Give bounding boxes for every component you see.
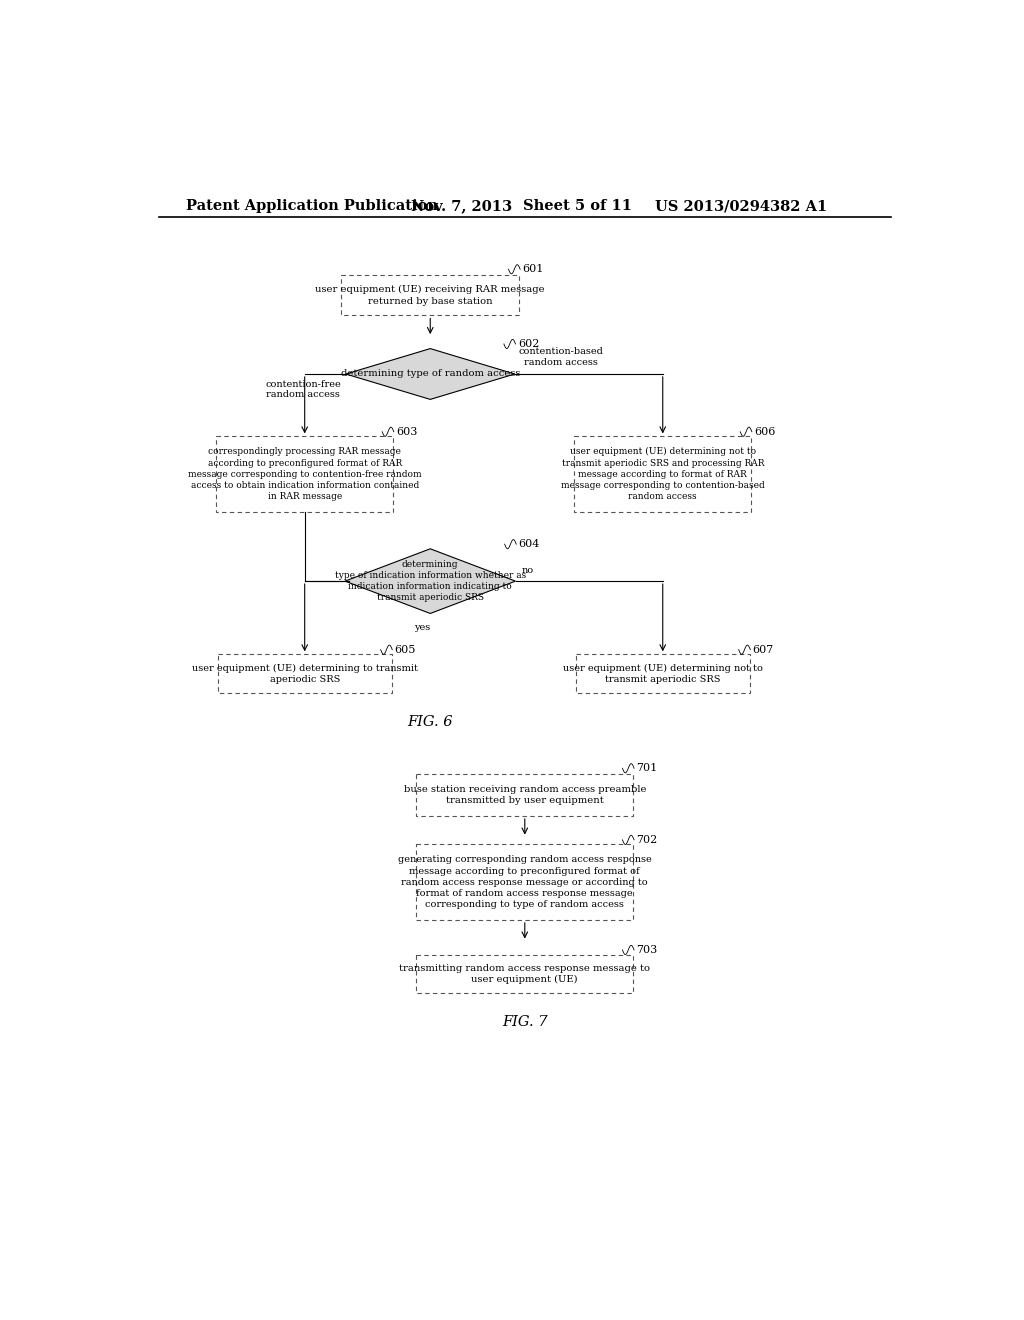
Text: determining
type of indication information whether as
indication information ind: determining type of indication informati… — [335, 560, 526, 602]
Text: determining type of random access: determining type of random access — [341, 370, 520, 379]
Text: user equipment (UE) determining not to
transmit aperiodic SRS: user equipment (UE) determining not to t… — [563, 664, 763, 684]
Text: 703: 703 — [636, 945, 657, 954]
Text: 603: 603 — [396, 426, 418, 437]
Bar — [574, 437, 751, 512]
Text: 702: 702 — [636, 834, 657, 845]
Text: Patent Application Publication: Patent Application Publication — [186, 199, 438, 213]
Text: yes: yes — [415, 623, 431, 632]
Bar — [575, 655, 750, 693]
Text: 607: 607 — [753, 644, 774, 655]
Text: FIG. 7: FIG. 7 — [502, 1015, 548, 1030]
Text: 602: 602 — [518, 339, 540, 348]
Text: user equipment (UE) receiving RAR message
returned by base station: user equipment (UE) receiving RAR messag… — [315, 285, 545, 305]
Text: contention-based
random access: contention-based random access — [519, 347, 604, 367]
Text: contention-free
random access: contention-free random access — [265, 380, 341, 399]
Bar — [417, 845, 633, 920]
Bar — [341, 276, 519, 315]
Text: 604: 604 — [518, 539, 540, 549]
Bar — [417, 775, 633, 816]
Polygon shape — [346, 348, 515, 400]
Text: 605: 605 — [394, 644, 416, 655]
Text: transmitting random access response message to
user equipment (UE): transmitting random access response mess… — [399, 964, 650, 983]
Text: Nov. 7, 2013: Nov. 7, 2013 — [411, 199, 512, 213]
Bar — [216, 437, 393, 512]
Text: user equipment (UE) determining not to
transmit aperiodic SRS and processing RAR: user equipment (UE) determining not to t… — [561, 447, 765, 500]
Text: 606: 606 — [755, 426, 775, 437]
Bar — [417, 954, 633, 993]
Text: Sheet 5 of 11: Sheet 5 of 11 — [523, 199, 632, 213]
Text: US 2013/0294382 A1: US 2013/0294382 A1 — [655, 199, 827, 213]
Text: no: no — [521, 566, 534, 574]
Text: 701: 701 — [636, 763, 657, 774]
Text: 601: 601 — [522, 264, 544, 275]
Text: user equipment (UE) determining to transmit
aperiodic SRS: user equipment (UE) determining to trans… — [191, 664, 418, 684]
Text: buse station receiving random access preamble
transmitted by user equipment: buse station receiving random access pre… — [403, 785, 646, 805]
Bar — [218, 655, 391, 693]
Text: generating corresponding random access response
message according to preconfigur: generating corresponding random access r… — [398, 855, 651, 909]
Text: correspondingly processing RAR message
according to preconfigured format of RAR
: correspondingly processing RAR message a… — [187, 447, 422, 500]
Polygon shape — [345, 549, 515, 614]
Text: FIG. 6: FIG. 6 — [408, 715, 453, 729]
